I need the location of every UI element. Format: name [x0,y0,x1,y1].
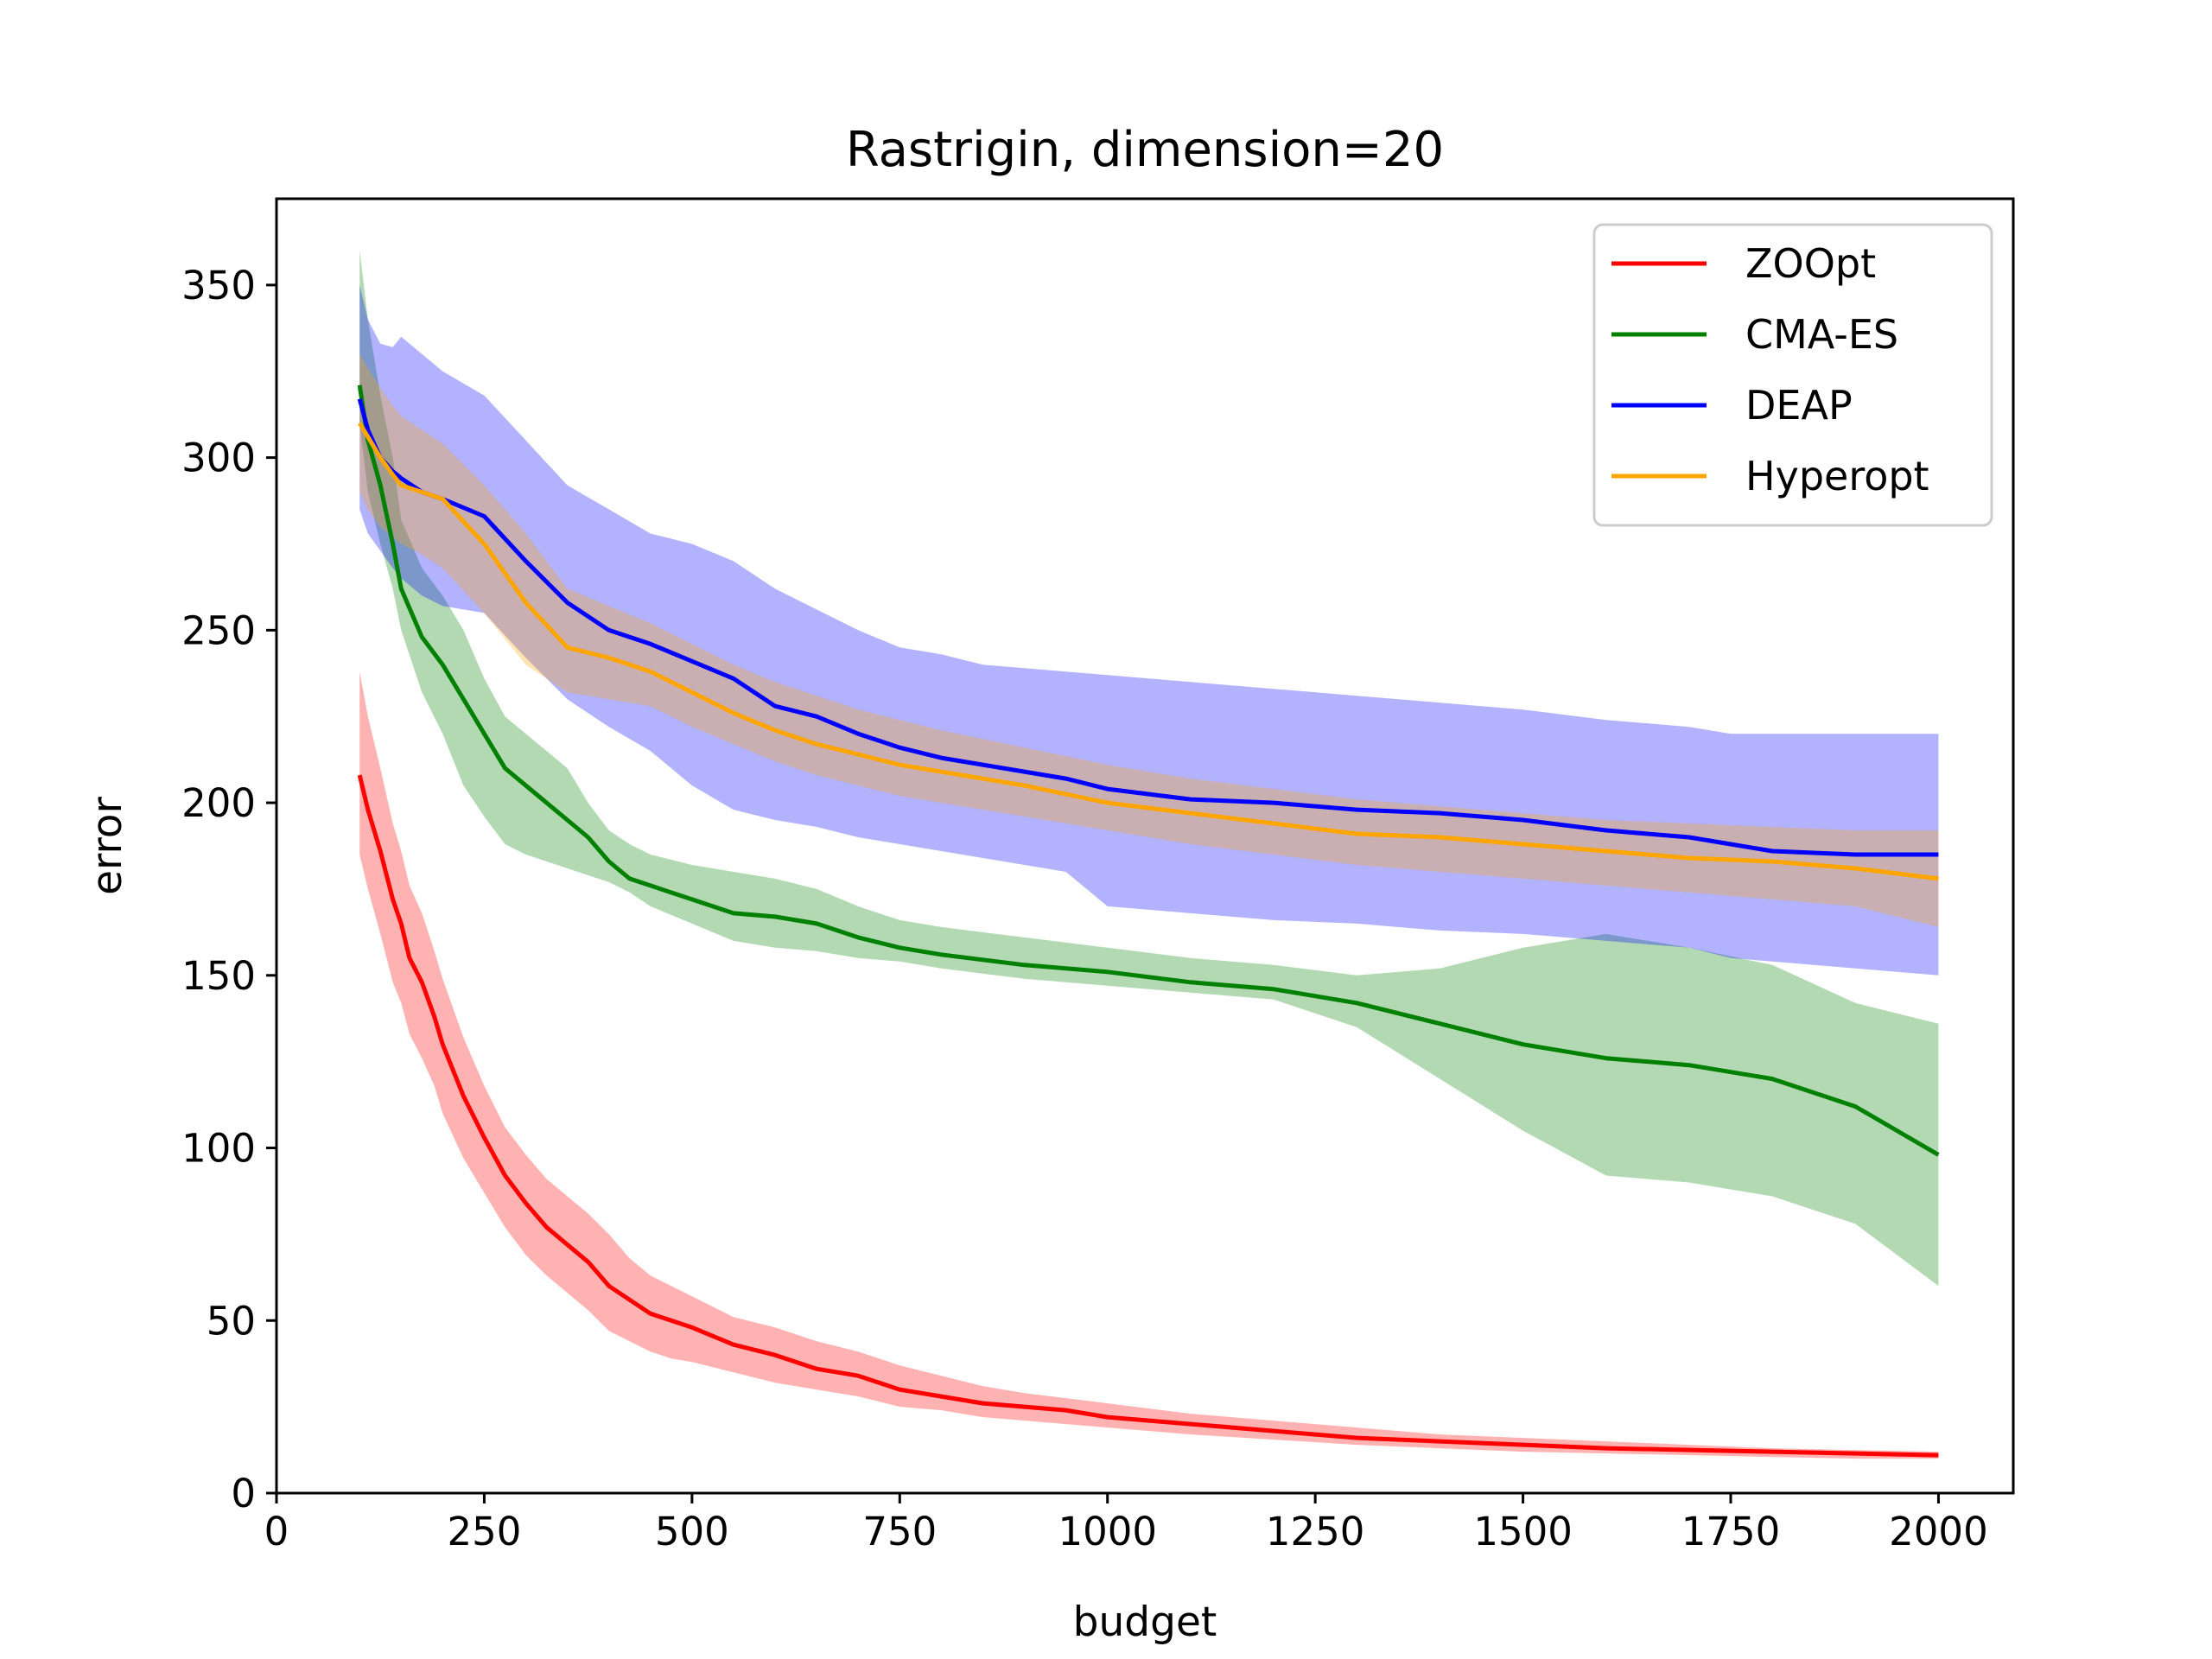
y-axis-label: error [84,796,131,894]
chart-title: Rastrigin, dimension=20 [846,122,1444,178]
x-tick-label: 1500 [1473,1509,1573,1554]
plot-frame [275,197,2015,1495]
y-tick-label: 300 [181,435,256,481]
series-line-cma-es [357,385,1940,1157]
y-tick-label: 200 [181,780,256,826]
y-tick-label: 250 [181,607,256,653]
series-lines [357,385,1940,1458]
y-tick-label: 0 [231,1471,256,1516]
y-tick-label: 150 [181,953,256,999]
x-tick-label: 2000 [1889,1509,1988,1554]
series-line-hyperopt [358,422,1939,881]
legend: ZOOpt CMA-ES DEAP Hyperopt [1592,223,1993,527]
legend-label-hyperopt: Hyperopt [1745,453,1929,499]
series-line-zoopt [357,774,1939,1458]
x-tick-label: 250 [447,1509,521,1554]
y-axis-ticks: 0 50 100 150 200 250 300 350 [181,263,276,1516]
x-tick-label: 1250 [1266,1509,1365,1554]
y-tick-label: 50 [207,1298,256,1344]
legend-label-zoopt: ZOOpt [1745,240,1876,287]
x-tick-label: 0 [264,1509,289,1554]
confidence-bands [359,250,1939,1459]
band-deap [359,284,1939,976]
x-tick-label: 1000 [1058,1509,1157,1554]
legend-label-cma-es: CMA-ES [1745,311,1898,358]
x-tick-label: 750 [862,1509,937,1554]
y-tick-label: 350 [181,263,256,308]
x-tick-label: 1750 [1681,1509,1781,1554]
x-axis-ticks: 0 250 500 750 1000 1250 1500 1750 2000 [264,1493,1988,1554]
band-hyperopt [359,353,1939,927]
band-cma-es [359,250,1939,1287]
legend-label-deap: DEAP [1745,382,1853,429]
x-axis-label: budget [1073,1599,1217,1646]
x-tick-label: 500 [655,1509,729,1554]
legend-box [1592,223,1993,527]
y-tick-label: 100 [181,1126,256,1172]
